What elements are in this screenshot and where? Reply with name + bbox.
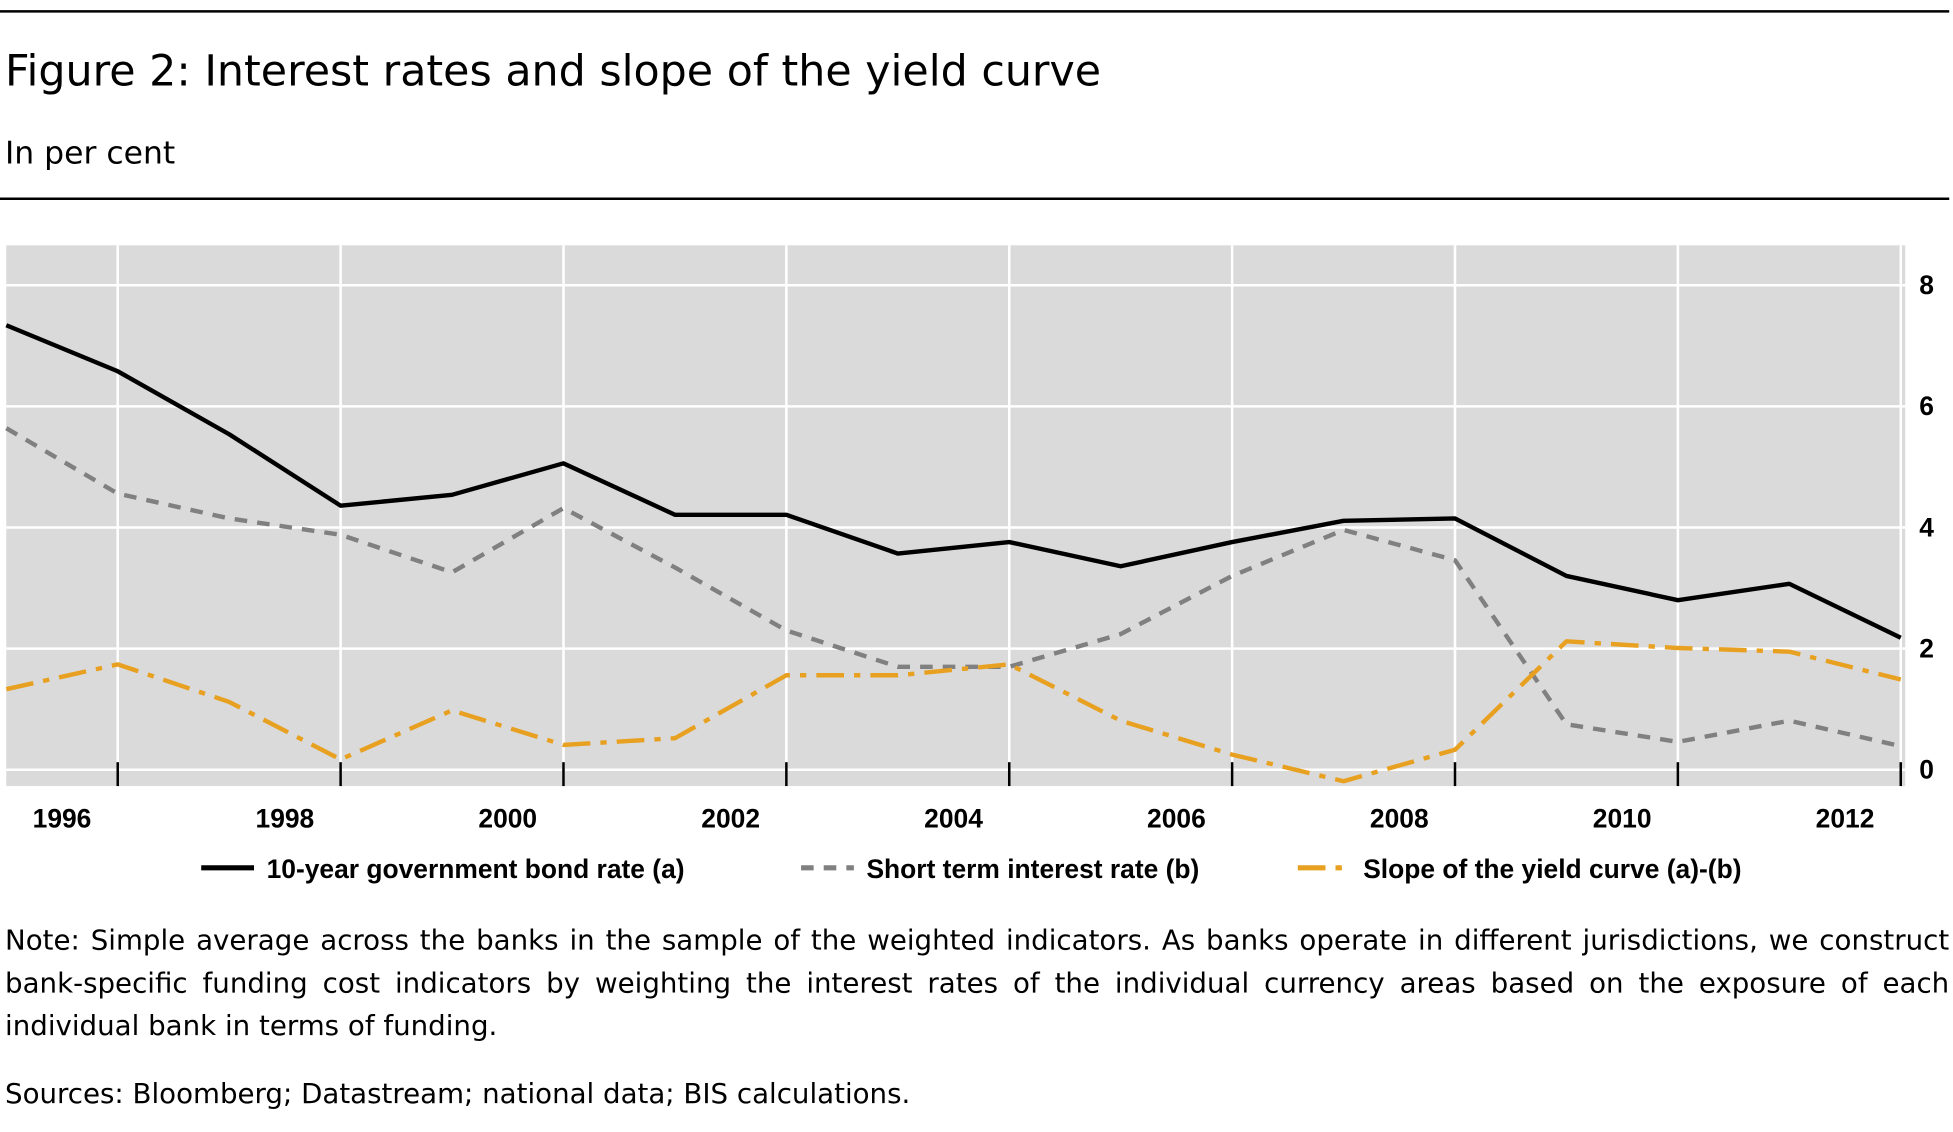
x-tick-label: 2006 — [1147, 804, 1206, 834]
y-tick-label: 4 — [1919, 512, 1934, 542]
legend-label: Slope of the yield curve (a)-(b) — [1363, 854, 1741, 884]
title: Figure 2: Interest rates and slope of th… — [5, 47, 1101, 97]
legend-label: Short term interest rate (b) — [866, 854, 1199, 884]
legend-label: 10-year government bond rate (a) — [267, 854, 685, 884]
plot-area — [6, 245, 1906, 787]
note-box: Note: Simple average across the banks in… — [5, 925, 1950, 1043]
line-series — [5, 323, 1902, 640]
sources: Sources: Bloomberg; Datastream; national… — [5, 1077, 910, 1110]
line-series — [5, 639, 1902, 784]
y-tick-label: 8 — [1919, 270, 1934, 300]
x-tick-label: 1996 — [33, 804, 92, 834]
note: Note: Simple average across the banks in… — [5, 925, 1950, 1043]
x-tick-label: 2012 — [1816, 804, 1875, 834]
plot: 0 2 4 6 8 1996 1998 2000 2002 2004 2006 2008 2010 201… — [5, 245, 1934, 884]
x-tick-label: 2002 — [701, 804, 760, 834]
line-series — [5, 426, 1902, 749]
x-tick-label: 1998 — [256, 804, 315, 834]
x-tick-label: 2008 — [1370, 804, 1429, 834]
subtitle: In per cent — [5, 136, 175, 172]
x-tick-label: 2000 — [478, 804, 537, 834]
y-tick-label: 0 — [1919, 755, 1934, 785]
x-tick-label: 2010 — [1593, 804, 1652, 834]
x-tick-label: 2004 — [924, 804, 983, 834]
y-tick-label: 2 — [1919, 633, 1934, 663]
y-tick-label: 6 — [1919, 391, 1934, 421]
